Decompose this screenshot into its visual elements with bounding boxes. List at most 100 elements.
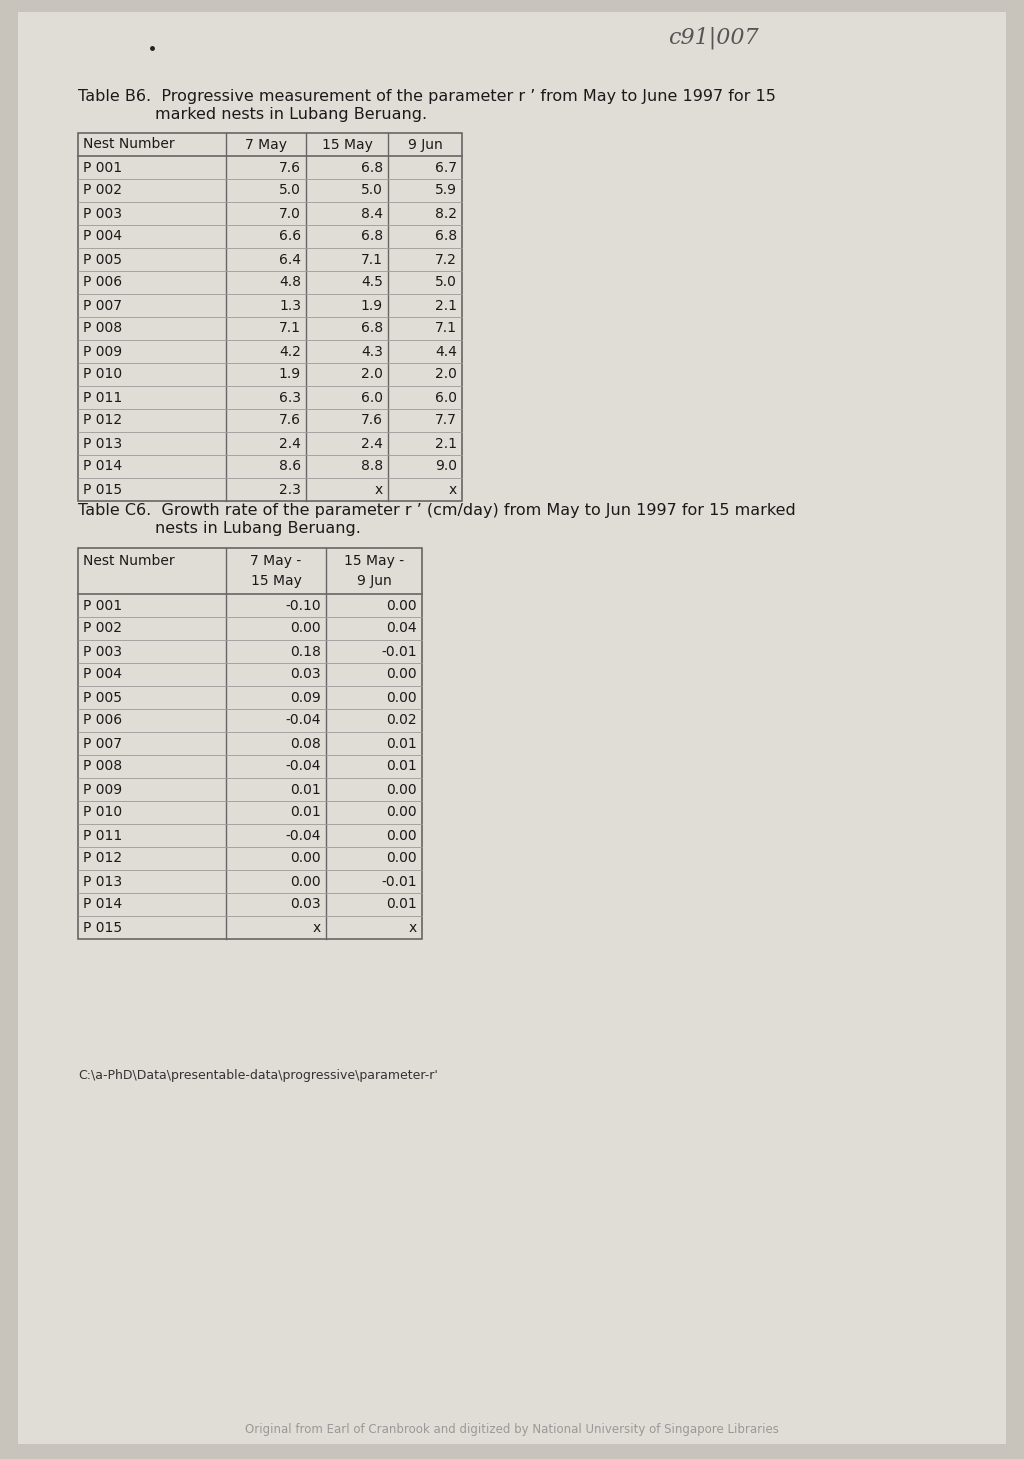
Text: P 007: P 007 bbox=[83, 299, 122, 312]
Text: 0.00: 0.00 bbox=[386, 852, 417, 865]
Text: 6.8: 6.8 bbox=[360, 229, 383, 244]
Text: 7.1: 7.1 bbox=[279, 321, 301, 336]
Text: 6.8: 6.8 bbox=[360, 321, 383, 336]
Text: 7.1: 7.1 bbox=[435, 321, 457, 336]
Text: -0.01: -0.01 bbox=[381, 645, 417, 658]
Text: 0.03: 0.03 bbox=[291, 668, 321, 681]
Text: 0.04: 0.04 bbox=[386, 622, 417, 636]
Text: 9 Jun: 9 Jun bbox=[408, 137, 442, 152]
Text: 7.6: 7.6 bbox=[361, 413, 383, 427]
Text: 4.4: 4.4 bbox=[435, 344, 457, 359]
Text: 7.1: 7.1 bbox=[361, 252, 383, 267]
Text: 15 May -: 15 May - bbox=[344, 554, 404, 568]
Text: 2.4: 2.4 bbox=[361, 436, 383, 451]
Text: -0.10: -0.10 bbox=[286, 598, 321, 613]
Text: 5.0: 5.0 bbox=[280, 184, 301, 197]
Text: 0.00: 0.00 bbox=[386, 782, 417, 797]
Text: P 006: P 006 bbox=[83, 276, 122, 289]
Text: 0.01: 0.01 bbox=[386, 737, 417, 750]
Text: nests in Lubang Beruang.: nests in Lubang Beruang. bbox=[155, 521, 360, 537]
Text: 8.4: 8.4 bbox=[361, 207, 383, 220]
Text: P 002: P 002 bbox=[83, 184, 122, 197]
Text: P 010: P 010 bbox=[83, 368, 122, 381]
Text: P 012: P 012 bbox=[83, 413, 122, 427]
Text: P 011: P 011 bbox=[83, 391, 122, 404]
Text: 0.00: 0.00 bbox=[291, 852, 321, 865]
Text: 8.6: 8.6 bbox=[279, 460, 301, 474]
Text: 0.01: 0.01 bbox=[386, 760, 417, 773]
Text: 7.6: 7.6 bbox=[279, 160, 301, 175]
Text: P 015: P 015 bbox=[83, 483, 122, 496]
Text: 0.00: 0.00 bbox=[291, 622, 321, 636]
Text: P 005: P 005 bbox=[83, 252, 122, 267]
Text: 0.08: 0.08 bbox=[290, 737, 321, 750]
Text: P 008: P 008 bbox=[83, 760, 122, 773]
Text: 2.0: 2.0 bbox=[361, 368, 383, 381]
Text: P 009: P 009 bbox=[83, 782, 122, 797]
Text: 8.2: 8.2 bbox=[435, 207, 457, 220]
Text: 7.2: 7.2 bbox=[435, 252, 457, 267]
Text: 0.00: 0.00 bbox=[386, 598, 417, 613]
Text: 4.2: 4.2 bbox=[280, 344, 301, 359]
Text: C:\a-PhD\Data\presentable-data\progressive\parameter-r': C:\a-PhD\Data\presentable-data\progressi… bbox=[78, 1068, 438, 1081]
Text: x: x bbox=[449, 483, 457, 496]
Text: Table C6.  Growth rate of the parameter r ’ (cm/day) from May to Jun 1997 for 15: Table C6. Growth rate of the parameter r… bbox=[78, 502, 796, 518]
Text: P 013: P 013 bbox=[83, 436, 122, 451]
Text: 0.00: 0.00 bbox=[386, 690, 417, 705]
Text: 0.01: 0.01 bbox=[290, 805, 321, 820]
Text: 0.00: 0.00 bbox=[291, 874, 321, 889]
Text: 6.6: 6.6 bbox=[279, 229, 301, 244]
Text: Nest Number: Nest Number bbox=[83, 554, 175, 568]
Text: 2.1: 2.1 bbox=[435, 299, 457, 312]
Text: marked nests in Lubang Beruang.: marked nests in Lubang Beruang. bbox=[155, 108, 427, 123]
Text: P 004: P 004 bbox=[83, 668, 122, 681]
Text: P 006: P 006 bbox=[83, 713, 122, 728]
Text: 0.01: 0.01 bbox=[290, 782, 321, 797]
Text: 9.0: 9.0 bbox=[435, 460, 457, 474]
Text: 6.3: 6.3 bbox=[279, 391, 301, 404]
Text: Original from Earl of Cranbrook and digitized by National University of Singapor: Original from Earl of Cranbrook and digi… bbox=[245, 1424, 779, 1437]
Text: 4.5: 4.5 bbox=[361, 276, 383, 289]
Text: 9 Jun: 9 Jun bbox=[356, 575, 391, 588]
Text: P 003: P 003 bbox=[83, 207, 122, 220]
Text: P 014: P 014 bbox=[83, 897, 122, 912]
Text: 5.0: 5.0 bbox=[435, 276, 457, 289]
Text: 0.01: 0.01 bbox=[386, 897, 417, 912]
Text: 0.18: 0.18 bbox=[290, 645, 321, 658]
Text: 2.1: 2.1 bbox=[435, 436, 457, 451]
Text: P 002: P 002 bbox=[83, 622, 122, 636]
Text: P 009: P 009 bbox=[83, 344, 122, 359]
Bar bbox=[78, 133, 462, 500]
Text: 6.8: 6.8 bbox=[360, 160, 383, 175]
Text: 2.3: 2.3 bbox=[280, 483, 301, 496]
Text: P 010: P 010 bbox=[83, 805, 122, 820]
Text: 15 May: 15 May bbox=[322, 137, 373, 152]
Text: P 011: P 011 bbox=[83, 829, 122, 842]
Text: 0.03: 0.03 bbox=[291, 897, 321, 912]
Text: 2.4: 2.4 bbox=[280, 436, 301, 451]
Text: P 001: P 001 bbox=[83, 598, 122, 613]
Text: 0.09: 0.09 bbox=[290, 690, 321, 705]
Text: P 004: P 004 bbox=[83, 229, 122, 244]
Text: P 014: P 014 bbox=[83, 460, 122, 474]
Text: 7 May -: 7 May - bbox=[251, 554, 302, 568]
Text: 6.0: 6.0 bbox=[361, 391, 383, 404]
Text: P 005: P 005 bbox=[83, 690, 122, 705]
Text: -0.04: -0.04 bbox=[286, 829, 321, 842]
Text: P 003: P 003 bbox=[83, 645, 122, 658]
Text: 1.9: 1.9 bbox=[279, 368, 301, 381]
Text: 7 May: 7 May bbox=[245, 137, 287, 152]
Text: 6.4: 6.4 bbox=[279, 252, 301, 267]
Text: 6.8: 6.8 bbox=[435, 229, 457, 244]
Text: Table B6.  Progressive measurement of the parameter r ’ from May to June 1997 fo: Table B6. Progressive measurement of the… bbox=[78, 89, 776, 105]
Text: 15 May: 15 May bbox=[251, 575, 301, 588]
Text: 4.3: 4.3 bbox=[361, 344, 383, 359]
Text: -0.01: -0.01 bbox=[381, 874, 417, 889]
Text: P 015: P 015 bbox=[83, 921, 122, 935]
Text: 6.0: 6.0 bbox=[435, 391, 457, 404]
Text: x: x bbox=[409, 921, 417, 935]
Text: 1.3: 1.3 bbox=[279, 299, 301, 312]
Text: 8.8: 8.8 bbox=[360, 460, 383, 474]
Text: 0.02: 0.02 bbox=[386, 713, 417, 728]
Text: 6.7: 6.7 bbox=[435, 160, 457, 175]
